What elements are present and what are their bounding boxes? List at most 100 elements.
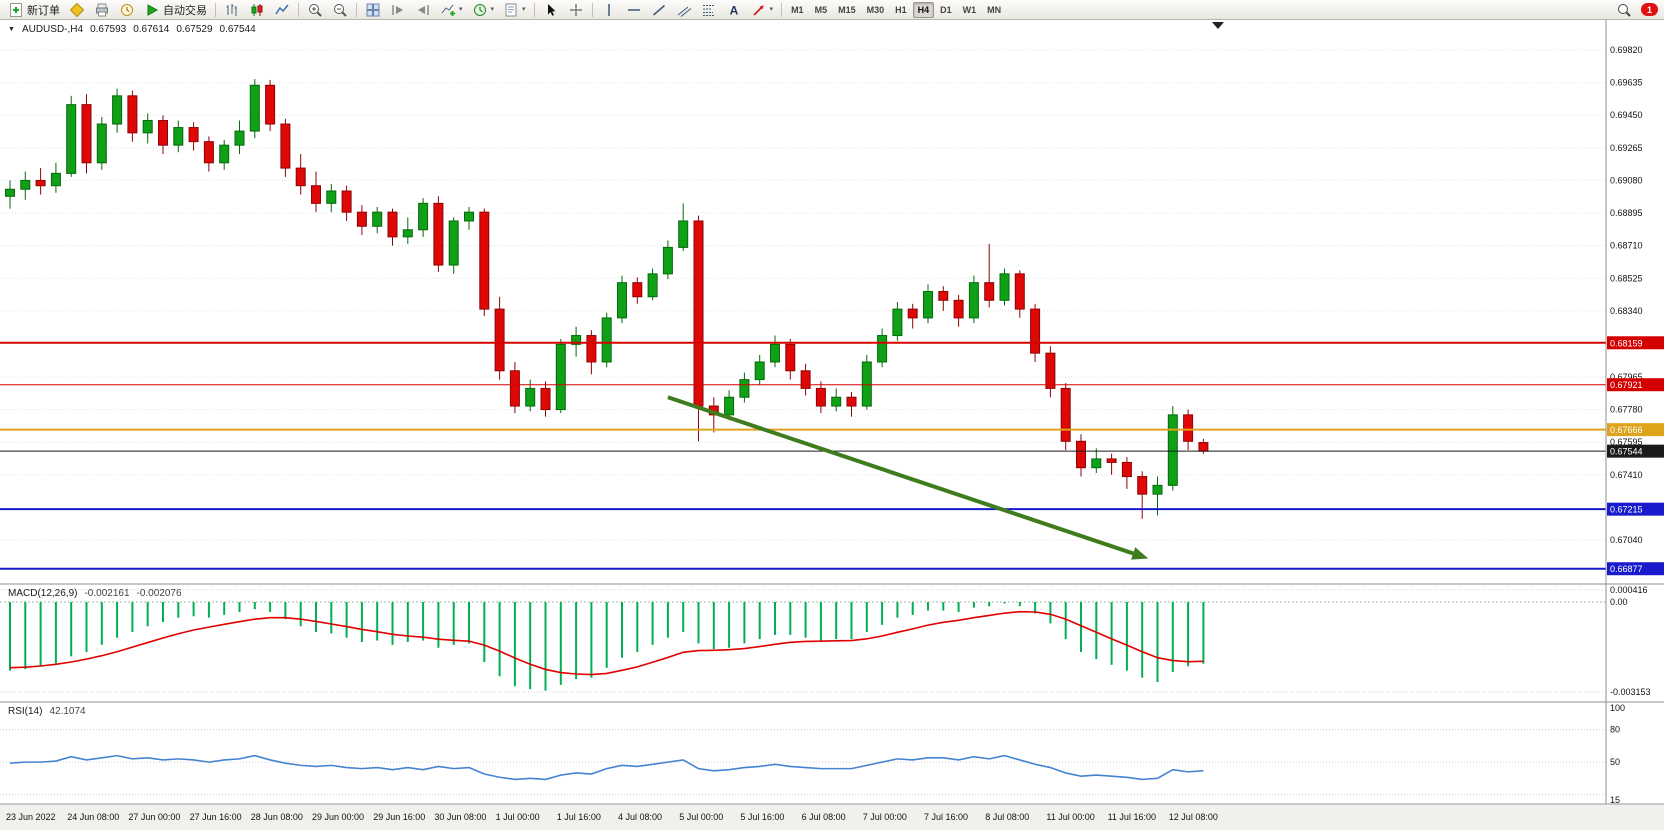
svg-text:11 Jul 00:00: 11 Jul 00:00	[1046, 812, 1094, 822]
ohlc-close: 0.67544	[219, 24, 256, 35]
collapse-arrow-icon[interactable]: ▼	[8, 26, 15, 33]
metaeditor-button[interactable]	[65, 0, 89, 19]
timeframe-button-m5[interactable]: M5	[814, 4, 828, 15]
zoom-out-icon	[334, 3, 347, 17]
svg-text:0.68525: 0.68525	[1610, 273, 1643, 283]
text-button[interactable]: A	[722, 0, 746, 19]
cursor-button[interactable]	[539, 0, 563, 19]
autotrading-button[interactable]: 自动交易	[140, 0, 211, 19]
equidistant-channel-button[interactable]	[672, 0, 696, 19]
panel-separators	[0, 583, 1664, 805]
svg-text:0.68710: 0.68710	[1610, 241, 1643, 251]
vertical-line-button[interactable]	[597, 0, 621, 19]
svg-text:0.67410: 0.67410	[1610, 470, 1643, 480]
notification-badge[interactable]: 1	[1641, 3, 1658, 16]
chart-shift-icon	[418, 4, 429, 15]
autotrading-button-label: 自动交易	[163, 4, 207, 17]
new-order-button[interactable]: 新订单	[4, 0, 64, 19]
history-center-button[interactable]	[115, 0, 139, 19]
toolbar-separator	[298, 2, 299, 17]
timeframe-button-h1[interactable]: H1	[895, 4, 907, 15]
zoom-out-button[interactable]	[328, 0, 352, 19]
templates-button[interactable]: ▾	[499, 0, 530, 19]
macd-label: MACD(12,26,9) -0.002161 -0.002076	[8, 588, 182, 599]
svg-text:0.68895: 0.68895	[1610, 208, 1643, 218]
svg-text:0.67666: 0.67666	[1610, 425, 1643, 435]
svg-text:5 Jul 16:00: 5 Jul 16:00	[740, 812, 784, 822]
trendline-button[interactable]	[647, 0, 671, 19]
tile-windows-button[interactable]	[361, 0, 385, 19]
rsi-panel	[0, 729, 1606, 796]
trend-arrow-annotation[interactable]	[667, 395, 1149, 560]
svg-text:4 Jul 08:00: 4 Jul 08:00	[618, 812, 662, 822]
timeframe-button-mn[interactable]: MN	[987, 4, 1002, 15]
clock-icon	[121, 3, 133, 16]
line-chart-button[interactable]	[270, 0, 294, 19]
periods-button[interactable]: ▾	[468, 0, 499, 19]
svg-text:100: 100	[1610, 703, 1625, 713]
rsi-label: RSI(14) 42.1074	[8, 706, 86, 717]
horizontal-level-lines[interactable]	[0, 341, 1606, 570]
svg-text:0.69450: 0.69450	[1610, 110, 1643, 120]
svg-text:0.68159: 0.68159	[1610, 338, 1643, 348]
search-button[interactable]	[1612, 0, 1636, 19]
rsi-name: RSI(14)	[8, 706, 43, 717]
svg-text:0.000416: 0.000416	[1610, 585, 1648, 595]
timeframe-button-m15[interactable]: M15	[838, 4, 856, 15]
timeframe-button-h4[interactable]: H4	[912, 1, 935, 18]
svg-text:-0.003153: -0.003153	[1610, 687, 1651, 697]
svg-text:1 Jul 16:00: 1 Jul 16:00	[557, 812, 601, 822]
cursor-icon	[547, 3, 556, 16]
svg-text:0.67595: 0.67595	[1610, 437, 1643, 447]
chart-shift-marker[interactable]	[1212, 22, 1224, 29]
chart-shift-button[interactable]	[411, 0, 435, 19]
timeframe-button-m30[interactable]: M30	[866, 4, 885, 15]
candlestick-chart-button[interactable]	[245, 0, 269, 19]
zoom-in-button[interactable]	[303, 0, 327, 19]
fibonacci-button[interactable]	[697, 0, 721, 19]
svg-text:0.69635: 0.69635	[1610, 78, 1643, 88]
macd-signal-value: -0.002076	[136, 588, 182, 599]
trendline-icon	[652, 4, 665, 16]
arrows-button[interactable]: ▾	[747, 0, 778, 19]
channel-icon	[677, 6, 691, 17]
print-button[interactable]	[90, 0, 114, 19]
new-order-icon	[10, 2, 22, 17]
timeframe-button-m1[interactable]: M1	[791, 4, 804, 15]
svg-text:0.67921: 0.67921	[1610, 380, 1643, 390]
svg-text:50: 50	[1610, 757, 1620, 767]
svg-text:80: 80	[1610, 725, 1620, 735]
svg-text:30 Jun 08:00: 30 Jun 08:00	[434, 812, 486, 822]
zoom-in-icon	[309, 3, 322, 17]
auto-scroll-button[interactable]	[386, 0, 410, 19]
toolbar: 新订单 自动交易 ▾ ▾ ▾ A ▾ M1 M5 M15 M30 H1 H4 D1 W1 MN 1	[0, 0, 1664, 20]
svg-text:6 Jul 08:00: 6 Jul 08:00	[802, 812, 846, 822]
svg-text:11 Jul 16:00: 11 Jul 16:00	[1108, 812, 1156, 822]
toolbar-separator	[533, 2, 535, 17]
svg-text:15: 15	[1610, 795, 1620, 805]
bar-chart-button[interactable]	[220, 0, 244, 19]
line-chart-icon	[275, 4, 289, 14]
svg-text:0.67544: 0.67544	[1610, 447, 1643, 457]
svg-text:7 Jul 00:00: 7 Jul 00:00	[863, 812, 907, 822]
crosshair-button[interactable]	[564, 0, 588, 19]
timeframe-button-d1[interactable]: D1	[940, 4, 952, 15]
toolbar-separator	[215, 2, 216, 17]
svg-text:29 Jun 16:00: 29 Jun 16:00	[373, 812, 425, 822]
svg-text:0.67215: 0.67215	[1610, 505, 1643, 515]
indicators-button[interactable]: ▾	[436, 0, 467, 19]
svg-text:0.67965: 0.67965	[1610, 372, 1643, 382]
text-icon: A	[729, 3, 738, 17]
svg-text:1 Jul 00:00: 1 Jul 00:00	[496, 812, 540, 822]
timeframe-button-w1[interactable]: W1	[962, 4, 977, 15]
macd-name: MACD(12,26,9)	[8, 588, 78, 599]
time-axis: 23 Jun 2022 24 Jun 08:00 27 Jun 00:00 27 Ju…	[0, 805, 1664, 830]
candlestick-series	[5, 79, 1209, 519]
price-axis: 0.69820 0.69635 0.69450 0.69265 0.69080 0.688…	[1605, 19, 1664, 805]
macd-panel	[0, 589, 1606, 693]
horizontal-line-button[interactable]	[622, 0, 646, 19]
tile-windows-icon	[366, 3, 380, 16]
toolbar-separator	[591, 2, 593, 17]
